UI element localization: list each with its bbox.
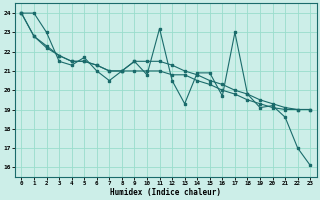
X-axis label: Humidex (Indice chaleur): Humidex (Indice chaleur) <box>110 188 221 197</box>
